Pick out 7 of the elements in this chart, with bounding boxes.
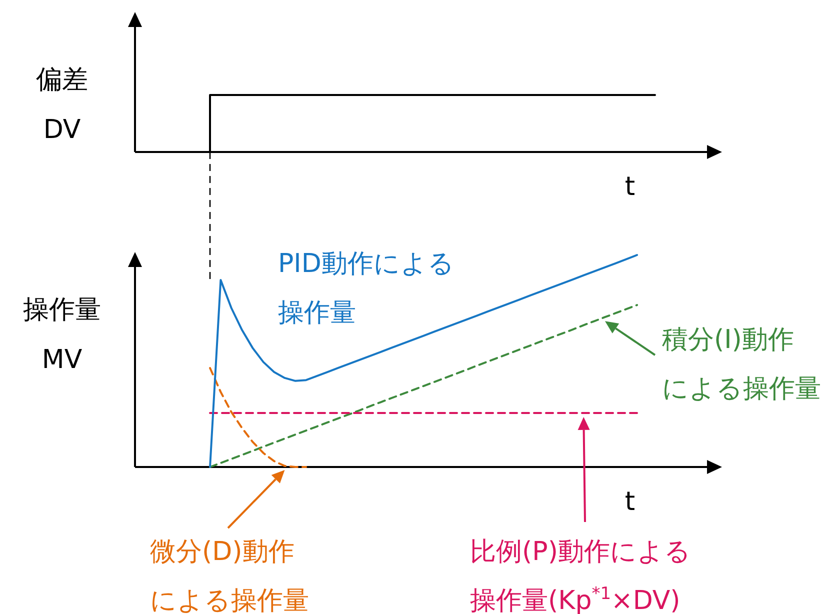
text: 積分(I)動作による操作量 xyxy=(662,325,821,404)
x-axis-title: t xyxy=(624,172,636,202)
text: 微分(D)動作による操作量 xyxy=(150,537,309,614)
annotation: PID動作による操作量 xyxy=(278,249,454,328)
y-axis-title: 偏差 DV xyxy=(36,65,88,145)
x-axis-title: t xyxy=(624,487,636,517)
y-axis-title: 操作量 MV xyxy=(23,295,101,375)
